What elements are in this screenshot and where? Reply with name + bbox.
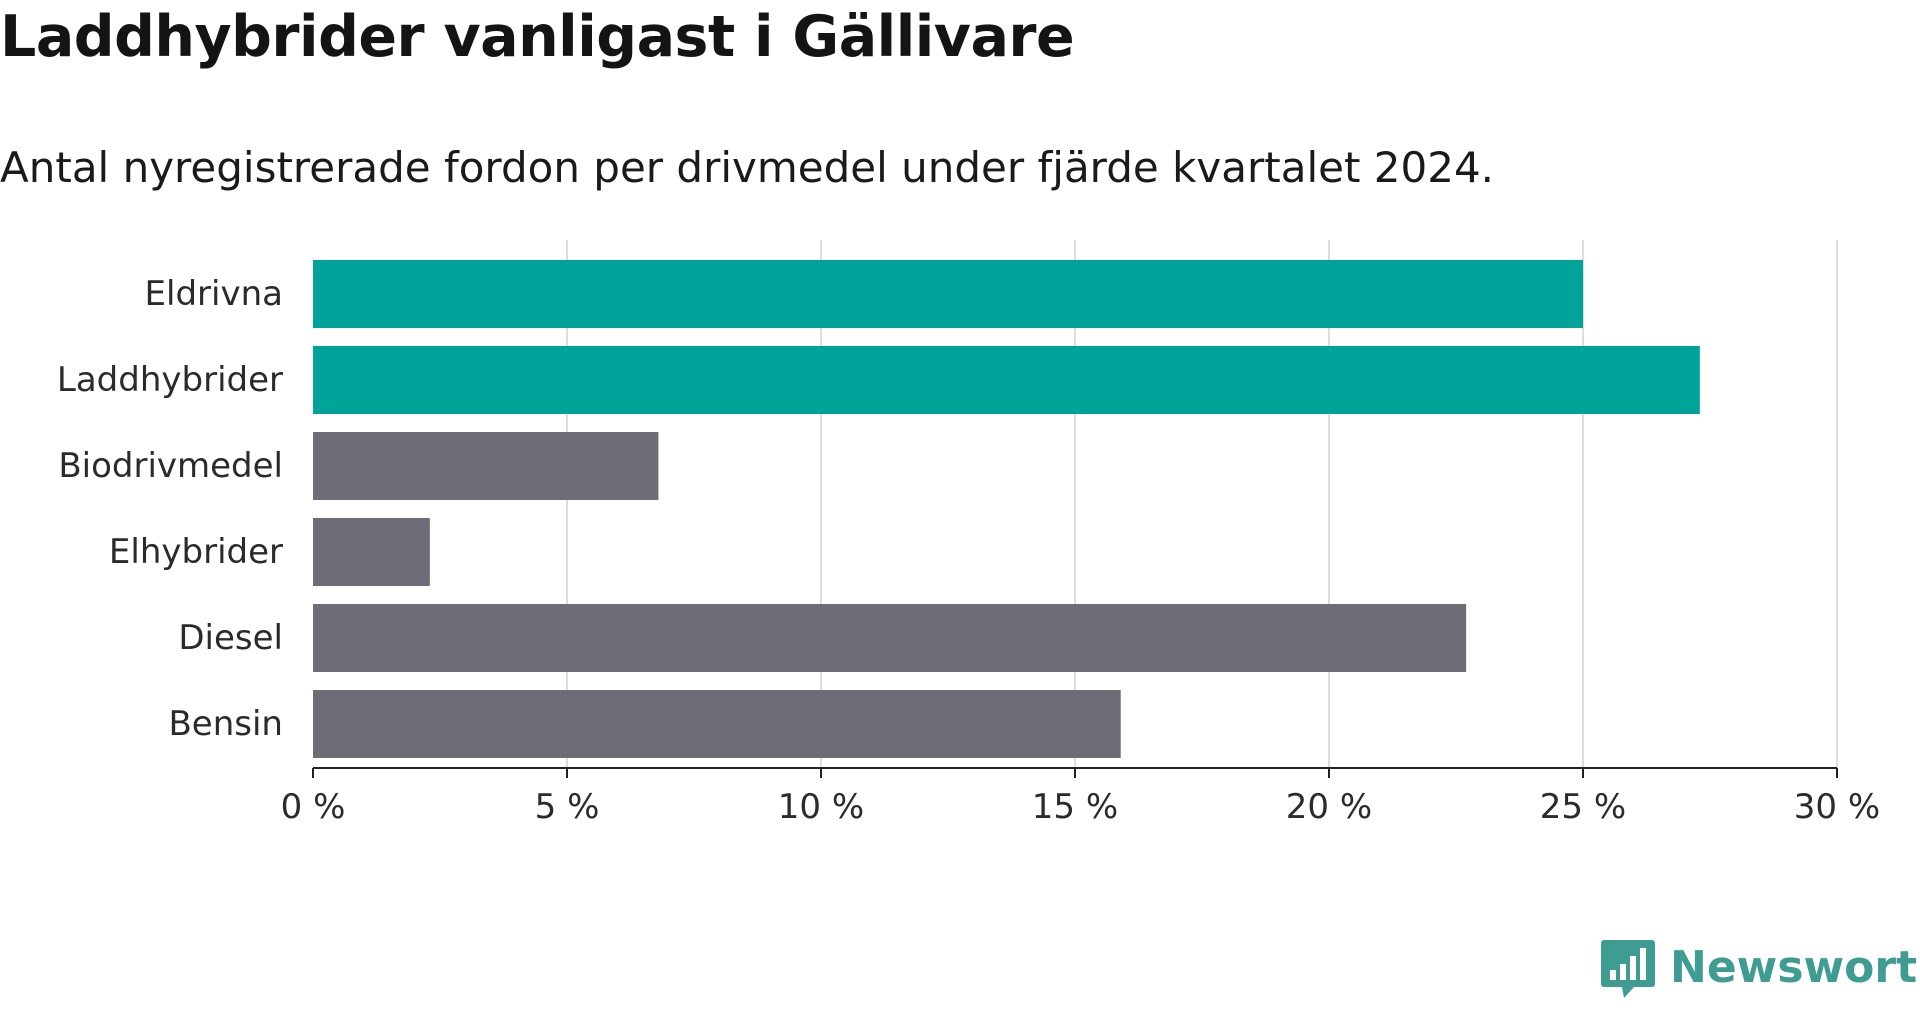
category-label: Laddhybrider <box>57 360 283 400</box>
category-label: Diesel <box>178 618 283 658</box>
x-axis: 0 % 5 % 10 % 15 % 20 % 25 % 30 % <box>281 767 1880 827</box>
category-label: Bensin <box>168 704 283 744</box>
chart-subtitle: Antal nyregistrerade fordon per drivmede… <box>0 143 1495 192</box>
x-tick-label: 15 % <box>1032 787 1118 827</box>
chart-title: Laddhybrider vanligast i Gällivare <box>0 4 1075 70</box>
bar <box>313 432 659 500</box>
category-labels: Eldrivna Laddhybrider Biodrivmedel Elhybrid… <box>57 274 283 744</box>
newsworthy-logo[interactable]: Newsworthy <box>1600 920 1920 1010</box>
brand-name: Newsworthy <box>1670 942 1920 993</box>
x-tick-label: 0 % <box>281 787 346 827</box>
x-tick-label: 5 % <box>535 787 600 827</box>
bars <box>313 260 1700 758</box>
x-tick-label: 20 % <box>1286 787 1372 827</box>
category-label: Eldrivna <box>145 274 283 314</box>
category-label: Biodrivmedel <box>58 446 283 486</box>
bar <box>313 260 1583 328</box>
bar-chart-speech-bubble-icon <box>1601 940 1655 998</box>
bar <box>313 346 1700 414</box>
x-tick-label: 30 % <box>1794 787 1880 827</box>
x-tick-label: 25 % <box>1540 787 1626 827</box>
x-tick-label: 10 % <box>778 787 864 827</box>
bar-chart: Eldrivna Laddhybrider Biodrivmedel Elhybrid… <box>57 240 1880 827</box>
bar <box>313 518 430 586</box>
bar <box>313 604 1467 672</box>
category-label: Elhybrider <box>109 532 283 572</box>
bar <box>313 690 1121 758</box>
